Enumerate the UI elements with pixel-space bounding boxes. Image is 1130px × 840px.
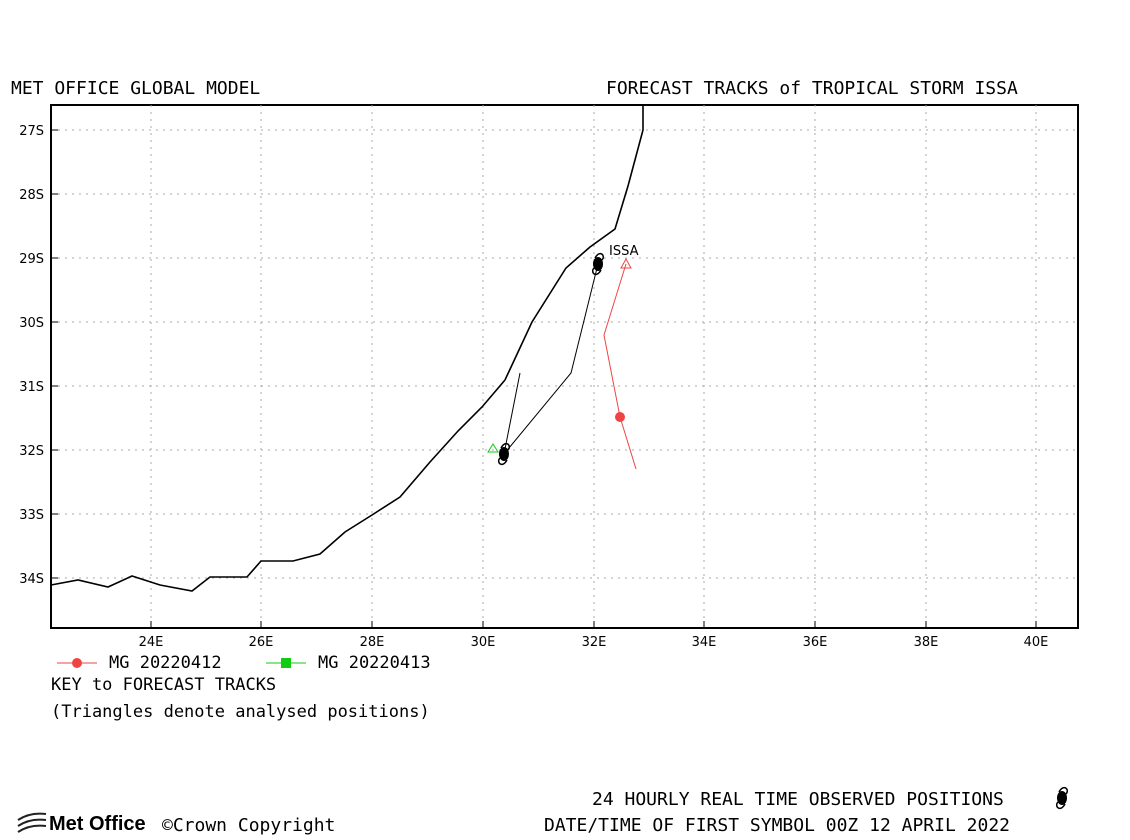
lon-label: 26E: [249, 635, 274, 650]
lat-label: 33S: [19, 508, 44, 523]
legend-label-0413: MG 20220413: [318, 653, 431, 673]
legend-marker-0413: [281, 658, 291, 668]
lon-label: 30E: [471, 635, 496, 650]
lon-label: 38E: [914, 635, 939, 650]
first-symbol-date-label: DATE/TIME OF FIRST SYMBOL 00Z 12 APRIL 2…: [544, 815, 1010, 836]
key-title: KEY to FORECAST TRACKS: [51, 675, 277, 695]
observed-positions-label: 24 HOURLY REAL TIME OBSERVED POSITIONS: [592, 789, 1004, 810]
right-title: FORECAST TRACKS of TROPICAL STORM ISSA: [606, 78, 1018, 99]
lon-label: 34E: [692, 635, 717, 650]
copyright-text: ©Crown Copyright: [162, 815, 336, 836]
forecast-position-marker: [615, 412, 625, 422]
observed-track: [503, 263, 599, 455]
lat-label: 30S: [19, 316, 44, 331]
storm-label: ISSA: [609, 244, 639, 259]
forecast-track-0412: [603, 263, 637, 470]
analysed-position-triangle: [620, 257, 632, 269]
lat-label: 34S: [19, 572, 44, 587]
lat-label: 29S: [19, 252, 44, 267]
lon-label: 32E: [582, 635, 607, 650]
lon-label: 28E: [360, 635, 385, 650]
lon-label: 40E: [1024, 635, 1049, 650]
lat-label: 32S: [19, 444, 44, 459]
analysed-position-triangle: [487, 443, 499, 453]
left-title: MET OFFICE GLOBAL MODEL: [11, 78, 261, 99]
cyclone-symbol-icon: [497, 442, 511, 466]
met-office-logo-text: Met Office: [49, 813, 146, 835]
tick-marks: [51, 129, 1037, 628]
cyclone-symbol-icon: [591, 252, 605, 276]
key-note: (Triangles denote analysed positions): [51, 702, 430, 722]
coastline: [50, 105, 644, 592]
map-frame: [50, 104, 1079, 629]
lon-label: 36E: [803, 635, 828, 650]
legend-label-0412: MG 20220412: [109, 653, 222, 673]
observed-position-icon: [1055, 786, 1069, 810]
legend-marker-0412: [72, 658, 82, 668]
lat-label: 28S: [19, 188, 44, 203]
grid-lines: [51, 105, 1078, 628]
lon-label: 24E: [139, 635, 164, 650]
observed-track-segment: [503, 372, 521, 455]
lat-label: 27S: [19, 124, 44, 139]
met-office-logo-icon: [17, 812, 47, 833]
lat-label: 31S: [19, 380, 44, 395]
